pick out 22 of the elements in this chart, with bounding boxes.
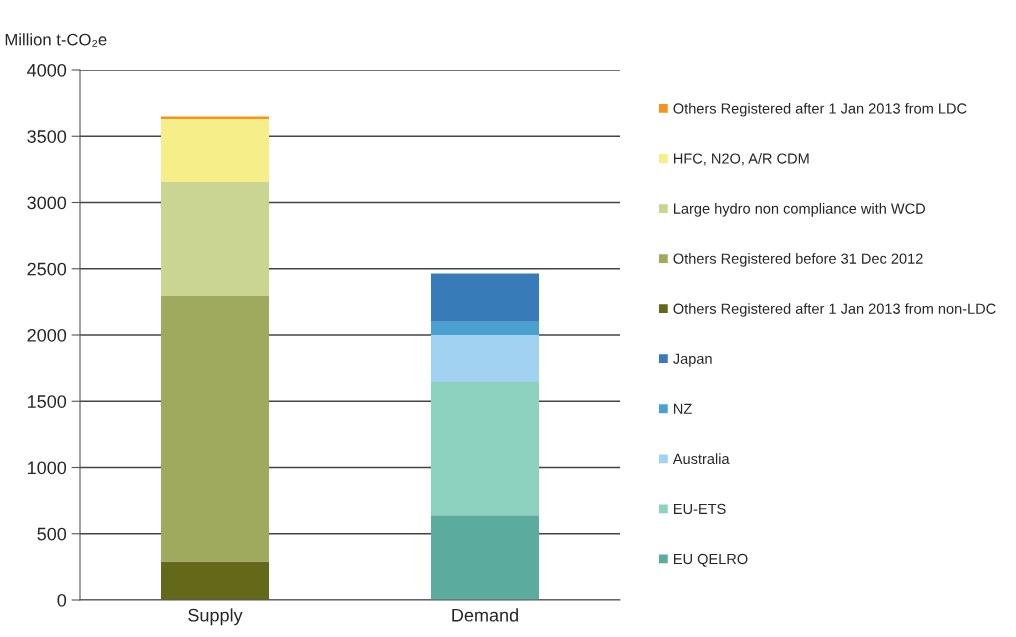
- y-tick-label: 1000: [28, 461, 67, 475]
- y-tick-label: 2000: [27, 328, 67, 342]
- legend-label: NZ: [674, 403, 692, 414]
- legend-label: Japan: [673, 353, 712, 367]
- y-tick-label: 0: [57, 593, 67, 607]
- legend-label: HFC, N2O, A/R CDM: [674, 153, 809, 166]
- y-tick-label: 2500: [27, 262, 67, 276]
- legend-label: EU QELRO: [674, 553, 748, 567]
- y-tick-label: 500: [37, 527, 67, 541]
- legend-label: Others Registered after 1 Jan 2013 from non-LDC: [673, 303, 996, 317]
- y-tick-label: 3000: [27, 196, 67, 210]
- x-tick-label: Supply: [188, 608, 243, 626]
- legend-label: Australia: [672, 453, 730, 465]
- y-tick-label: 1500: [28, 395, 67, 408]
- legend-label: Others Registered after 1 Jan 2013 from LDC: [673, 102, 967, 117]
- legend-label: Others Registered before 31 Dec 2012: [673, 253, 923, 267]
- y-axis-title: Million t-CO₂e: [5, 33, 107, 47]
- y-tick-label: 3500: [27, 130, 67, 143]
- legend-label: EU-ETS: [674, 503, 726, 515]
- legend-label: Large hydro non compliance with WCD: [674, 203, 926, 217]
- y-tick-label: 4000: [27, 63, 67, 77]
- x-tick-label: Demand: [452, 608, 518, 622]
